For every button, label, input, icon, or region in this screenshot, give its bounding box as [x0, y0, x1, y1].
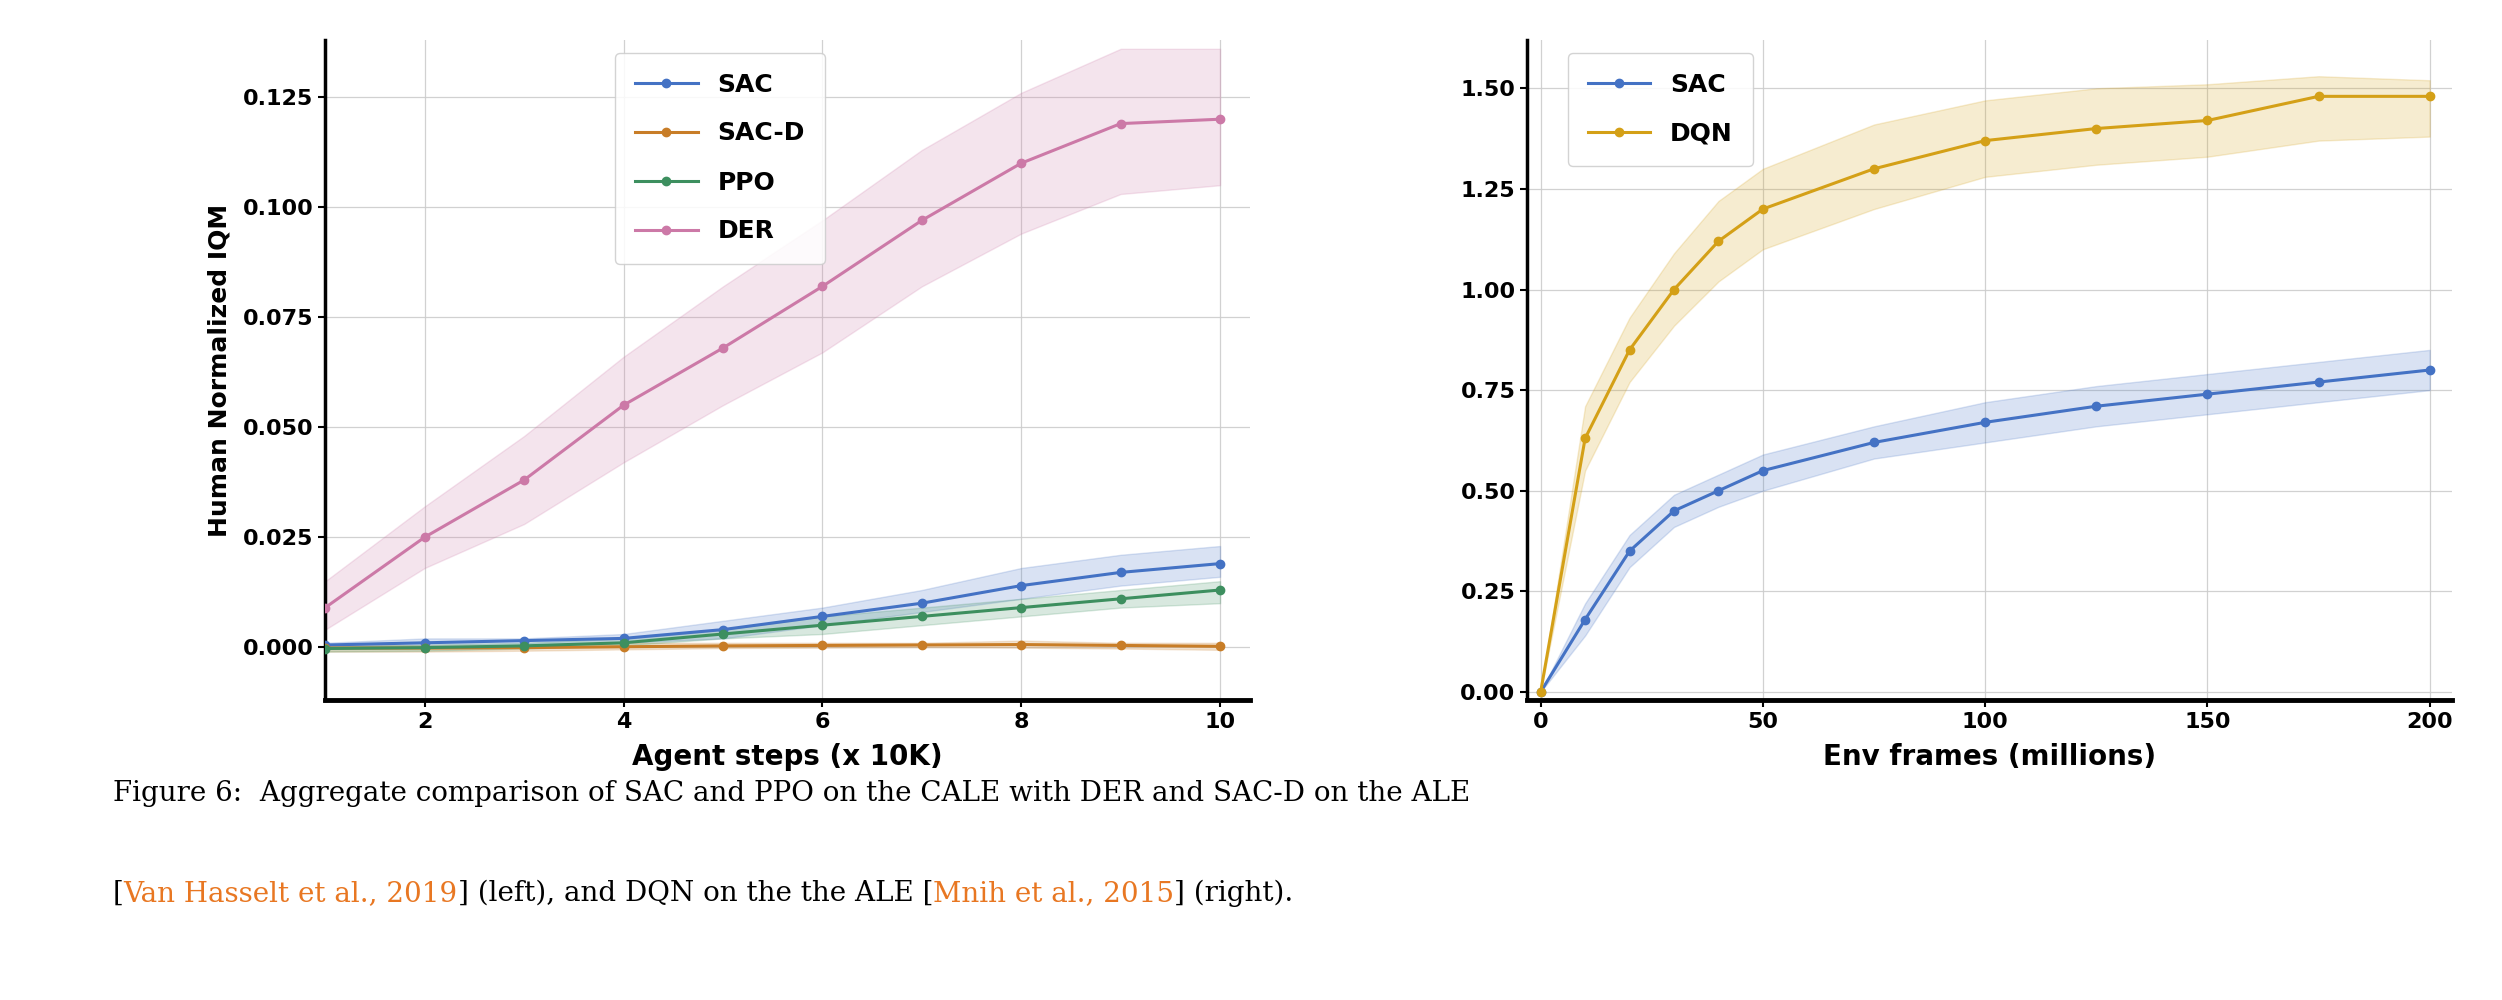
PPO [410, 642, 440, 654]
DQN [1614, 344, 1644, 356]
Line: SAC-D: SAC-D [320, 640, 1223, 652]
SAC-D [808, 639, 838, 651]
SAC-D [906, 639, 936, 651]
SAC [310, 639, 340, 651]
Text: ] (right).: ] (right). [1173, 880, 1294, 907]
PPO [1106, 593, 1136, 605]
SAC-D [310, 642, 340, 654]
SAC-D [1006, 639, 1036, 651]
Text: ] (left), and DQN on the the ALE [: ] (left), and DQN on the the ALE [ [458, 880, 933, 907]
X-axis label: Env frames (millions): Env frames (millions) [1824, 743, 2157, 771]
DQN [2192, 114, 2222, 126]
Text: Van Hasselt et al., 2019: Van Hasselt et al., 2019 [123, 880, 458, 907]
SAC-D [708, 640, 738, 652]
DQN [1659, 284, 1689, 296]
Line: SAC: SAC [1536, 366, 2434, 696]
DER [1006, 157, 1036, 169]
PPO [1206, 584, 1236, 596]
SAC-D [1206, 640, 1236, 652]
PPO [310, 643, 340, 655]
SAC [906, 597, 936, 609]
DQN [2414, 90, 2444, 102]
SAC [1571, 614, 1601, 626]
SAC [2414, 364, 2444, 376]
PPO [906, 610, 936, 622]
PPO [808, 619, 838, 631]
Line: SAC: SAC [320, 559, 1223, 649]
DQN [1749, 203, 1779, 215]
SAC [808, 610, 838, 622]
SAC-D [608, 641, 638, 653]
SAC [608, 632, 638, 644]
SAC-D [1106, 639, 1136, 651]
DQN [1526, 686, 1556, 698]
SAC [2304, 376, 2334, 388]
SAC [1704, 485, 1734, 497]
DER [708, 342, 738, 354]
X-axis label: Agent steps (x 10K): Agent steps (x 10K) [633, 743, 943, 771]
PPO [1006, 602, 1036, 614]
SAC [1659, 505, 1689, 517]
SAC [2192, 388, 2222, 400]
SAC [410, 637, 440, 649]
DQN [1704, 235, 1734, 247]
PPO [708, 628, 738, 640]
DER [310, 602, 340, 614]
DQN [2082, 123, 2112, 135]
DQN [1859, 163, 1889, 175]
SAC [1749, 465, 1779, 477]
DER [1106, 118, 1136, 130]
Legend: SAC, SAC-D, PPO, DER: SAC, SAC-D, PPO, DER [615, 52, 826, 263]
Y-axis label: Human Normalized IQM: Human Normalized IQM [208, 203, 233, 537]
SAC-D [410, 642, 440, 654]
SAC [1614, 545, 1644, 557]
DER [808, 280, 838, 292]
SAC-D [508, 642, 538, 654]
DER [1206, 113, 1236, 125]
SAC [708, 624, 738, 636]
PPO [508, 640, 538, 652]
DER [410, 531, 440, 543]
SAC [1106, 566, 1136, 578]
DER [906, 214, 936, 226]
SAC [1859, 436, 1889, 448]
SAC [508, 635, 538, 647]
Text: [: [ [113, 880, 123, 907]
SAC [1526, 686, 1556, 698]
Text: Mnih et al., 2015: Mnih et al., 2015 [933, 880, 1173, 907]
SAC [1206, 558, 1236, 570]
PPO [608, 637, 638, 649]
DQN [1969, 135, 1999, 147]
Line: DQN: DQN [1536, 92, 2434, 696]
Line: PPO: PPO [320, 586, 1223, 653]
DQN [1571, 432, 1601, 444]
SAC [1006, 580, 1036, 592]
Text: Figure 6:  Aggregate comparison of SAC and PPO on the CALE with DER and SAC-D on: Figure 6: Aggregate comparison of SAC an… [113, 780, 1469, 807]
DER [608, 399, 638, 411]
Legend: SAC, DQN: SAC, DQN [1569, 52, 1754, 165]
SAC [1969, 416, 1999, 428]
DQN [2304, 90, 2334, 102]
SAC [2082, 400, 2112, 412]
Line: DER: DER [320, 115, 1223, 612]
DER [508, 474, 538, 486]
